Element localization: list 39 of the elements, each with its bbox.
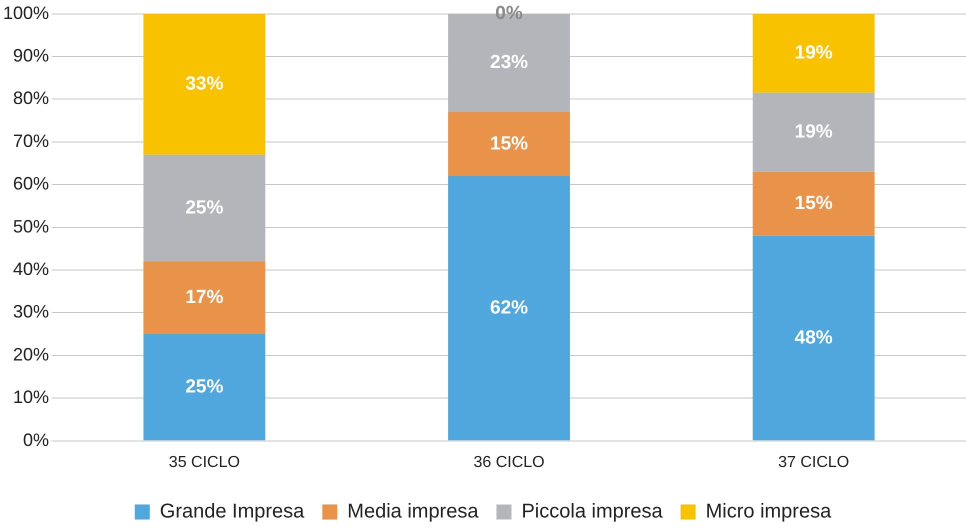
y-tick-label: 40% (13, 258, 50, 279)
legend-label: Piccola impresa (521, 500, 664, 523)
x-tick-label: 36 CICLO (473, 454, 545, 471)
x-tick-label: 35 CICLO (168, 454, 240, 471)
bar (448, 176, 570, 440)
y-tick-label: 30% (13, 302, 50, 322)
data-label: 25% (185, 376, 224, 398)
bar (143, 154, 266, 262)
y-tick-label: 50% (13, 216, 50, 236)
bar (752, 92, 875, 172)
data-label: 15% (794, 193, 833, 214)
data-label: 15% (490, 133, 528, 154)
y-tick-label: 60% (13, 174, 50, 194)
y-tick-label: 20% (13, 344, 50, 364)
bar (143, 14, 266, 155)
data-label: 23% (490, 52, 528, 74)
legend-label: Micro impresa (706, 500, 832, 523)
y-tick-label: 10% (13, 387, 50, 408)
bar (143, 261, 266, 334)
bar (752, 236, 875, 440)
data-label: 19% (794, 42, 833, 64)
data-label: 17% (185, 286, 224, 308)
data-label: 25% (185, 197, 224, 218)
bar (448, 112, 570, 176)
legend-label: Media impresa (347, 500, 480, 523)
x-tick-label: 37 CICLO (778, 454, 850, 471)
y-tick-label: 90% (13, 45, 50, 66)
y-tick-label: 70% (13, 130, 50, 151)
bar (752, 14, 875, 93)
bar (143, 334, 266, 440)
y-tick-label: 0% (23, 430, 50, 450)
y-tick-label: 80% (13, 88, 50, 108)
data-label: 48% (794, 327, 833, 348)
y-tick-label: 100% (2, 2, 50, 23)
bar (752, 172, 875, 236)
data-label: 19% (794, 122, 833, 143)
data-label: 62% (490, 297, 528, 318)
data-label: 33% (185, 73, 224, 94)
legend-label: Grande Impresa (160, 500, 306, 523)
